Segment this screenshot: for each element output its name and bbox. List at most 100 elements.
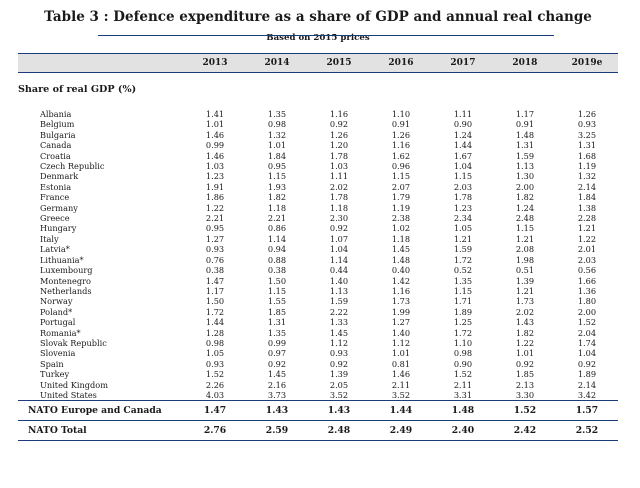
table-row: France 1.86 1.82 1.78 1.79 1.78 1.82 1.84 — [18, 192, 618, 202]
value-cell: 1.12 — [391, 337, 411, 348]
country-name: Slovenia — [40, 348, 76, 359]
country-name: United States — [18, 389, 185, 402]
value-cell: 1.12 — [329, 337, 349, 348]
table-row: Hungary 0.95 0.86 0.92 1.02 1.05 1.15 1.21 — [18, 223, 618, 233]
value-cell: 0.93 — [577, 119, 597, 130]
value-cell: 1.18 — [391, 233, 411, 244]
value-cell: 1.80 — [577, 296, 597, 307]
value-cell: 1.35 — [267, 327, 287, 338]
table-row: Latvia* 0.93 0.94 1.04 1.45 1.59 2.08 2.01 — [18, 244, 618, 254]
value-cell: 1.38 — [577, 202, 597, 213]
value-cell: 2.08 — [515, 244, 535, 255]
value-cell: 0.92 — [515, 358, 535, 369]
value-cell: 3.25 — [577, 129, 597, 140]
value-cell: 2.13 — [515, 379, 535, 390]
value-cell: 0.44 — [329, 265, 349, 276]
aggregate-row: NATO Total 2.76 2.59 2.48 2.49 2.40 2.42 2.52 — [18, 420, 618, 442]
value-cell: 1.07 — [329, 233, 349, 244]
value-cell: 0.90 — [453, 358, 473, 369]
country-name: Estonia — [40, 181, 72, 192]
value-cell: 1.15 — [515, 223, 535, 234]
value-cell: 1.44 — [205, 317, 225, 328]
aggregate-name: NATO Europe and Canada — [18, 400, 185, 422]
value-cell: 1.26 — [391, 129, 411, 140]
value-cell: 0.93 — [205, 358, 225, 369]
value-cell: 1.05 — [453, 223, 473, 234]
value-cell: 1.25 — [453, 317, 473, 328]
value-cell: 1.52 — [453, 369, 473, 380]
value-cell: 0.56 — [577, 265, 597, 276]
value-cell: 1.40 — [391, 327, 411, 338]
value-cell: 1.44 — [369, 400, 432, 422]
value-cell: 1.78 — [329, 150, 349, 161]
title-underline — [98, 35, 554, 36]
value-cell: 1.72 — [453, 327, 473, 338]
country-name: United Kingdom — [40, 379, 108, 390]
value-cell: 1.84 — [577, 192, 597, 203]
value-cell: 1.17 — [515, 109, 535, 119]
value-cell: 1.33 — [329, 317, 349, 328]
value-cell: 0.99 — [267, 337, 287, 348]
table-row: Albania 1.41 1.35 1.16 1.10 1.11 1.17 1.26 — [18, 109, 618, 119]
value-cell: 1.52 — [205, 369, 225, 380]
value-cell: 1.45 — [267, 369, 287, 380]
value-cell: 0.90 — [453, 119, 473, 130]
value-cell: 1.48 — [391, 254, 411, 265]
value-cell: 2.76 — [184, 420, 246, 442]
value-cell: 3.73 — [246, 389, 308, 402]
value-cell: 1.15 — [453, 285, 473, 296]
value-cell: 4.03 — [184, 389, 246, 402]
value-cell: 1.73 — [391, 296, 411, 307]
table-row: Montenegro 1.47 1.50 1.40 1.42 1.35 1.39 1.66 — [18, 276, 618, 286]
value-cell: 1.55 — [267, 296, 287, 307]
table-row: Belgium 1.01 0.98 0.92 0.91 0.90 0.91 0.93 — [18, 119, 618, 129]
value-cell: 3.52 — [307, 389, 370, 402]
value-cell: 2.02 — [515, 306, 535, 317]
country-name: Poland* — [40, 306, 73, 317]
value-cell: 1.24 — [515, 202, 535, 213]
value-cell: 0.93 — [205, 244, 225, 255]
value-cell: 1.78 — [453, 192, 473, 203]
value-cell: 0.99 — [205, 140, 225, 151]
table-row: Turkey 1.52 1.45 1.39 1.46 1.52 1.85 1.89 — [18, 369, 618, 379]
value-cell: 1.78 — [329, 192, 349, 203]
value-cell: 1.28 — [205, 327, 225, 338]
table-row: Denmark 1.23 1.15 1.11 1.15 1.15 1.30 1.32 — [18, 171, 618, 181]
value-cell: 3.31 — [431, 389, 494, 402]
country-name: Czech Republic — [40, 161, 105, 172]
value-cell: 1.22 — [205, 202, 225, 213]
value-cell: 0.91 — [515, 119, 535, 130]
value-cell: 1.43 — [307, 400, 370, 422]
value-cell: 1.31 — [577, 140, 597, 151]
value-cell: 1.21 — [577, 223, 597, 234]
value-cell: 2.11 — [453, 379, 473, 390]
value-cell: 0.95 — [267, 161, 287, 172]
value-cell: 1.01 — [267, 140, 287, 151]
value-cell: 1.46 — [391, 369, 411, 380]
value-cell: 2.02 — [329, 181, 349, 192]
value-cell: 1.45 — [391, 244, 411, 255]
value-cell: 2.38 — [391, 213, 411, 224]
value-cell: 0.51 — [515, 265, 535, 276]
value-cell: 2.03 — [453, 181, 473, 192]
value-cell: 1.43 — [515, 317, 535, 328]
country-name: Hungary — [40, 223, 77, 234]
document-page: Table 3 : Defence expenditure as a share… — [18, 8, 618, 442]
country-name: Germany — [40, 202, 78, 213]
value-cell: 1.21 — [515, 285, 535, 296]
value-cell: 1.21 — [515, 233, 535, 244]
value-cell: 2.42 — [493, 420, 556, 442]
country-name: Canada — [40, 140, 72, 151]
country-name: Lithuania* — [40, 254, 84, 265]
value-cell: 1.59 — [329, 296, 349, 307]
value-cell: 0.76 — [205, 254, 225, 265]
value-cell: 2.40 — [431, 420, 494, 442]
value-cell: 1.23 — [205, 171, 225, 182]
table-row: United States 4.03 3.73 3.52 3.52 3.31 3.30 3.4… — [18, 389, 618, 402]
value-cell: 1.03 — [205, 161, 225, 172]
country-name: Slovak Republic — [40, 337, 107, 348]
country-name: Netherlands — [40, 285, 92, 296]
value-cell: 1.17 — [205, 285, 225, 296]
table-row: Netherlands 1.17 1.15 1.13 1.16 1.15 1.21 1.36 — [18, 286, 618, 296]
value-cell: 1.01 — [205, 119, 225, 130]
